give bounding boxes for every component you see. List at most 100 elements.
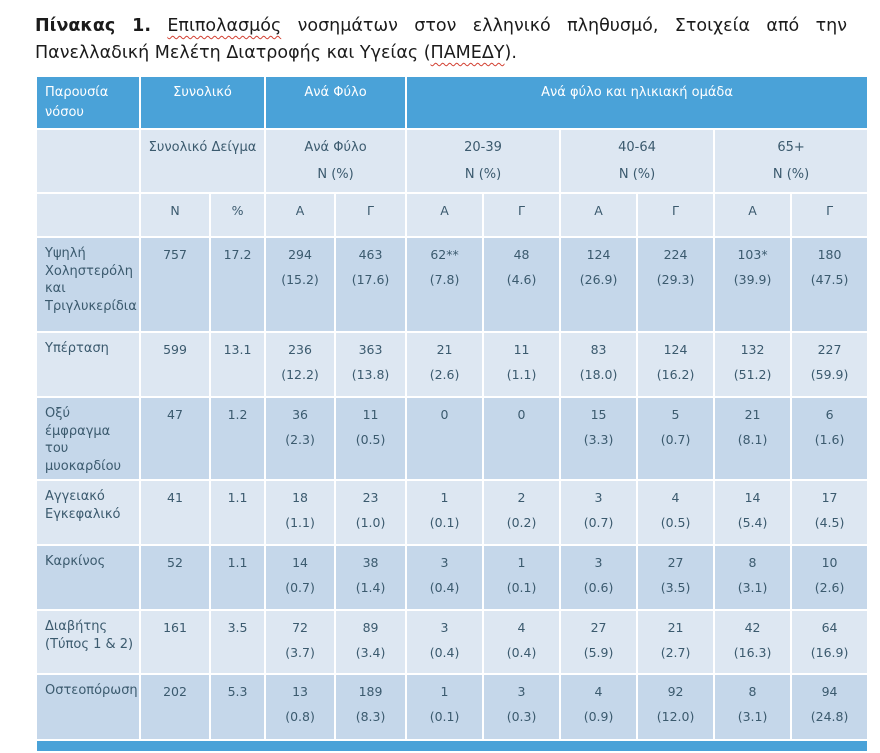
value-cell: 36 (2.3) — [266, 398, 335, 480]
value-cell: 17.2 — [211, 238, 265, 332]
value-cell: 14 (0.7) — [266, 546, 335, 610]
value-cell: 21 (8.1) — [715, 398, 791, 480]
value-cell: 3 (0.6) — [561, 546, 637, 610]
value-cell: 23 (1.0) — [336, 481, 406, 545]
table-caption-text: νοσημάτων στον ελληνικό πληθυσμό, Στοιχε… — [35, 16, 847, 64]
subgroup-header-cell: 20-39 N (%) — [407, 129, 560, 193]
value-cell: 202 — [141, 675, 209, 740]
table-row: Καρκίνος 52 1.1 14 (0.7) 38 (1.4) 3 (0.4) 1 (0… — [37, 546, 868, 610]
value-cell: 11 (0.5) — [336, 398, 406, 480]
header-row-groups: Παρουσία νόσου Συνολικό Ανά Φύλο Ανά φύλο κ… — [37, 77, 868, 128]
column-header-cell: Α — [561, 194, 637, 237]
subgroup-header-cell: Ανά Φύλο N (%) — [266, 129, 406, 193]
value-cell: 1.1 — [211, 481, 265, 545]
value-cell: 463 (17.6) — [336, 238, 406, 332]
value-cell: 15 (3.3) — [561, 398, 637, 480]
value-cell: 1.1 — [211, 546, 265, 610]
value-cell: 52 — [141, 546, 209, 610]
value-cell: 3 (0.4) — [407, 611, 483, 674]
value-cell: 103* (39.9) — [715, 238, 791, 332]
table-head: Παρουσία νόσου Συνολικό Ανά Φύλο Ανά φύλο κ… — [37, 77, 868, 237]
value-cell: 89 (3.4) — [336, 611, 406, 674]
value-cell: 41 — [141, 481, 209, 545]
value-cell: 224 (29.3) — [638, 238, 714, 332]
disease-name-cell: Καρκίνος — [37, 546, 139, 610]
value-cell: 1 (0.1) — [407, 481, 483, 545]
value-cell: 5.3 — [211, 675, 265, 740]
value-cell: 1 (0.1) — [407, 675, 483, 740]
value-cell: 64 (16.9) — [792, 611, 868, 674]
table-body: Υψηλή Χοληστερόλη και Τριγλυκερίδια 757 17… — [37, 238, 868, 752]
value-cell: 94 (24.8) — [792, 675, 868, 740]
disease-name-cell: Αγγειακό Εγκεφαλικό — [37, 481, 139, 545]
column-header-cell: % — [211, 194, 265, 237]
value-cell: 62** (7.8) — [407, 238, 483, 332]
disease-name-cell: Οστεοπόρωση — [37, 675, 139, 740]
value-cell: 48 (4.6) — [484, 238, 560, 332]
column-header-cell: Γ — [792, 194, 868, 237]
subgroup-header-cell: 65+ N (%) — [715, 129, 868, 193]
value-cell: 17 (4.5) — [792, 481, 868, 545]
value-cell: 236 (12.2) — [266, 333, 335, 397]
column-header-cell: Γ — [336, 194, 406, 237]
value-cell: 21 (2.6) — [407, 333, 483, 397]
column-header-cell — [37, 194, 139, 237]
spellcheck-word-pamedy: ΠΑΜΕΔΥ — [430, 43, 505, 64]
value-cell: 27 (3.5) — [638, 546, 714, 610]
column-header-cell: Γ — [484, 194, 560, 237]
table-caption-label: Πίνακας 1. — [35, 16, 151, 36]
table-caption-end: ). — [504, 43, 517, 64]
value-cell: 47 — [141, 398, 209, 480]
value-cell: 27 (5.9) — [561, 611, 637, 674]
column-header-cell: Α — [715, 194, 791, 237]
value-cell: 124 (26.9) — [561, 238, 637, 332]
value-cell: 1 (0.1) — [484, 546, 560, 610]
value-cell: 180 (47.5) — [792, 238, 868, 332]
value-cell: 13 (0.8) — [266, 675, 335, 740]
value-cell: 5 (0.7) — [638, 398, 714, 480]
column-header-cell: Α — [407, 194, 483, 237]
value-cell: 10 (2.6) — [792, 546, 868, 610]
value-cell: 14 (5.4) — [715, 481, 791, 545]
value-cell: 227 (59.9) — [792, 333, 868, 397]
value-cell: 1.2 — [211, 398, 265, 480]
value-cell: 42 (16.3) — [715, 611, 791, 674]
value-cell: 21 (2.7) — [638, 611, 714, 674]
document-page: Πίνακας 1. Επιπολασμός νοσημάτων στον ελ… — [35, 16, 868, 752]
table-row: Υψηλή Χοληστερόλη και Τριγλυκερίδια 757 17… — [37, 238, 868, 332]
value-cell: 4 (0.5) — [638, 481, 714, 545]
value-cell: 3 (0.7) — [561, 481, 637, 545]
subgroup-header-cell: 40-64 N (%) — [561, 129, 714, 193]
value-cell: 11 (1.1) — [484, 333, 560, 397]
value-cell: 3 (0.3) — [484, 675, 560, 740]
table-bottom-border-row — [37, 741, 868, 752]
column-header-cell: Γ — [638, 194, 714, 237]
group-header-cell: Συνολικό — [141, 77, 265, 128]
column-header-cell: N — [141, 194, 209, 237]
value-cell: 83 (18.0) — [561, 333, 637, 397]
value-cell: 6 (1.6) — [792, 398, 868, 480]
value-cell: 599 — [141, 333, 209, 397]
value-cell: 0 — [407, 398, 483, 480]
table-row: Αγγειακό Εγκεφαλικό 41 1.1 18 (1.1) 23 (1.0)… — [37, 481, 868, 545]
disease-name-cell: Οξύ έμφραγμα του μυοκαρδίου — [37, 398, 139, 480]
subgroup-header-cell — [37, 129, 139, 193]
value-cell: 4 (0.9) — [561, 675, 637, 740]
value-cell: 18 (1.1) — [266, 481, 335, 545]
disease-name-cell: Υπέρταση — [37, 333, 139, 397]
value-cell: 2 (0.2) — [484, 481, 560, 545]
value-cell: 161 — [141, 611, 209, 674]
table-row: Διαβήτης (Τύπος 1 & 2) 161 3.5 72 (3.7) 89 (… — [37, 611, 868, 674]
value-cell: 72 (3.7) — [266, 611, 335, 674]
value-cell: 132 (51.2) — [715, 333, 791, 397]
value-cell: 757 — [141, 238, 209, 332]
group-header-cell: Ανά φύλο και ηλικιακή ομάδα — [407, 77, 868, 128]
spellcheck-word-epipolasmos: Επιπολασμός — [167, 16, 282, 36]
subgroup-header-cell: Συνολικό Δείγμα — [141, 129, 265, 193]
header-row-subgroups: Συνολικό Δείγμα Ανά Φύλο N (%) 20-39 N (%)… — [37, 129, 868, 193]
value-cell: 3 (0.4) — [407, 546, 483, 610]
disease-name-cell: Διαβήτης (Τύπος 1 & 2) — [37, 611, 139, 674]
table-row: Οξύ έμφραγμα του μυοκαρδίου 47 1.2 36 (2.3)… — [37, 398, 868, 480]
value-cell: 363 (13.8) — [336, 333, 406, 397]
value-cell: 8 (3.1) — [715, 675, 791, 740]
